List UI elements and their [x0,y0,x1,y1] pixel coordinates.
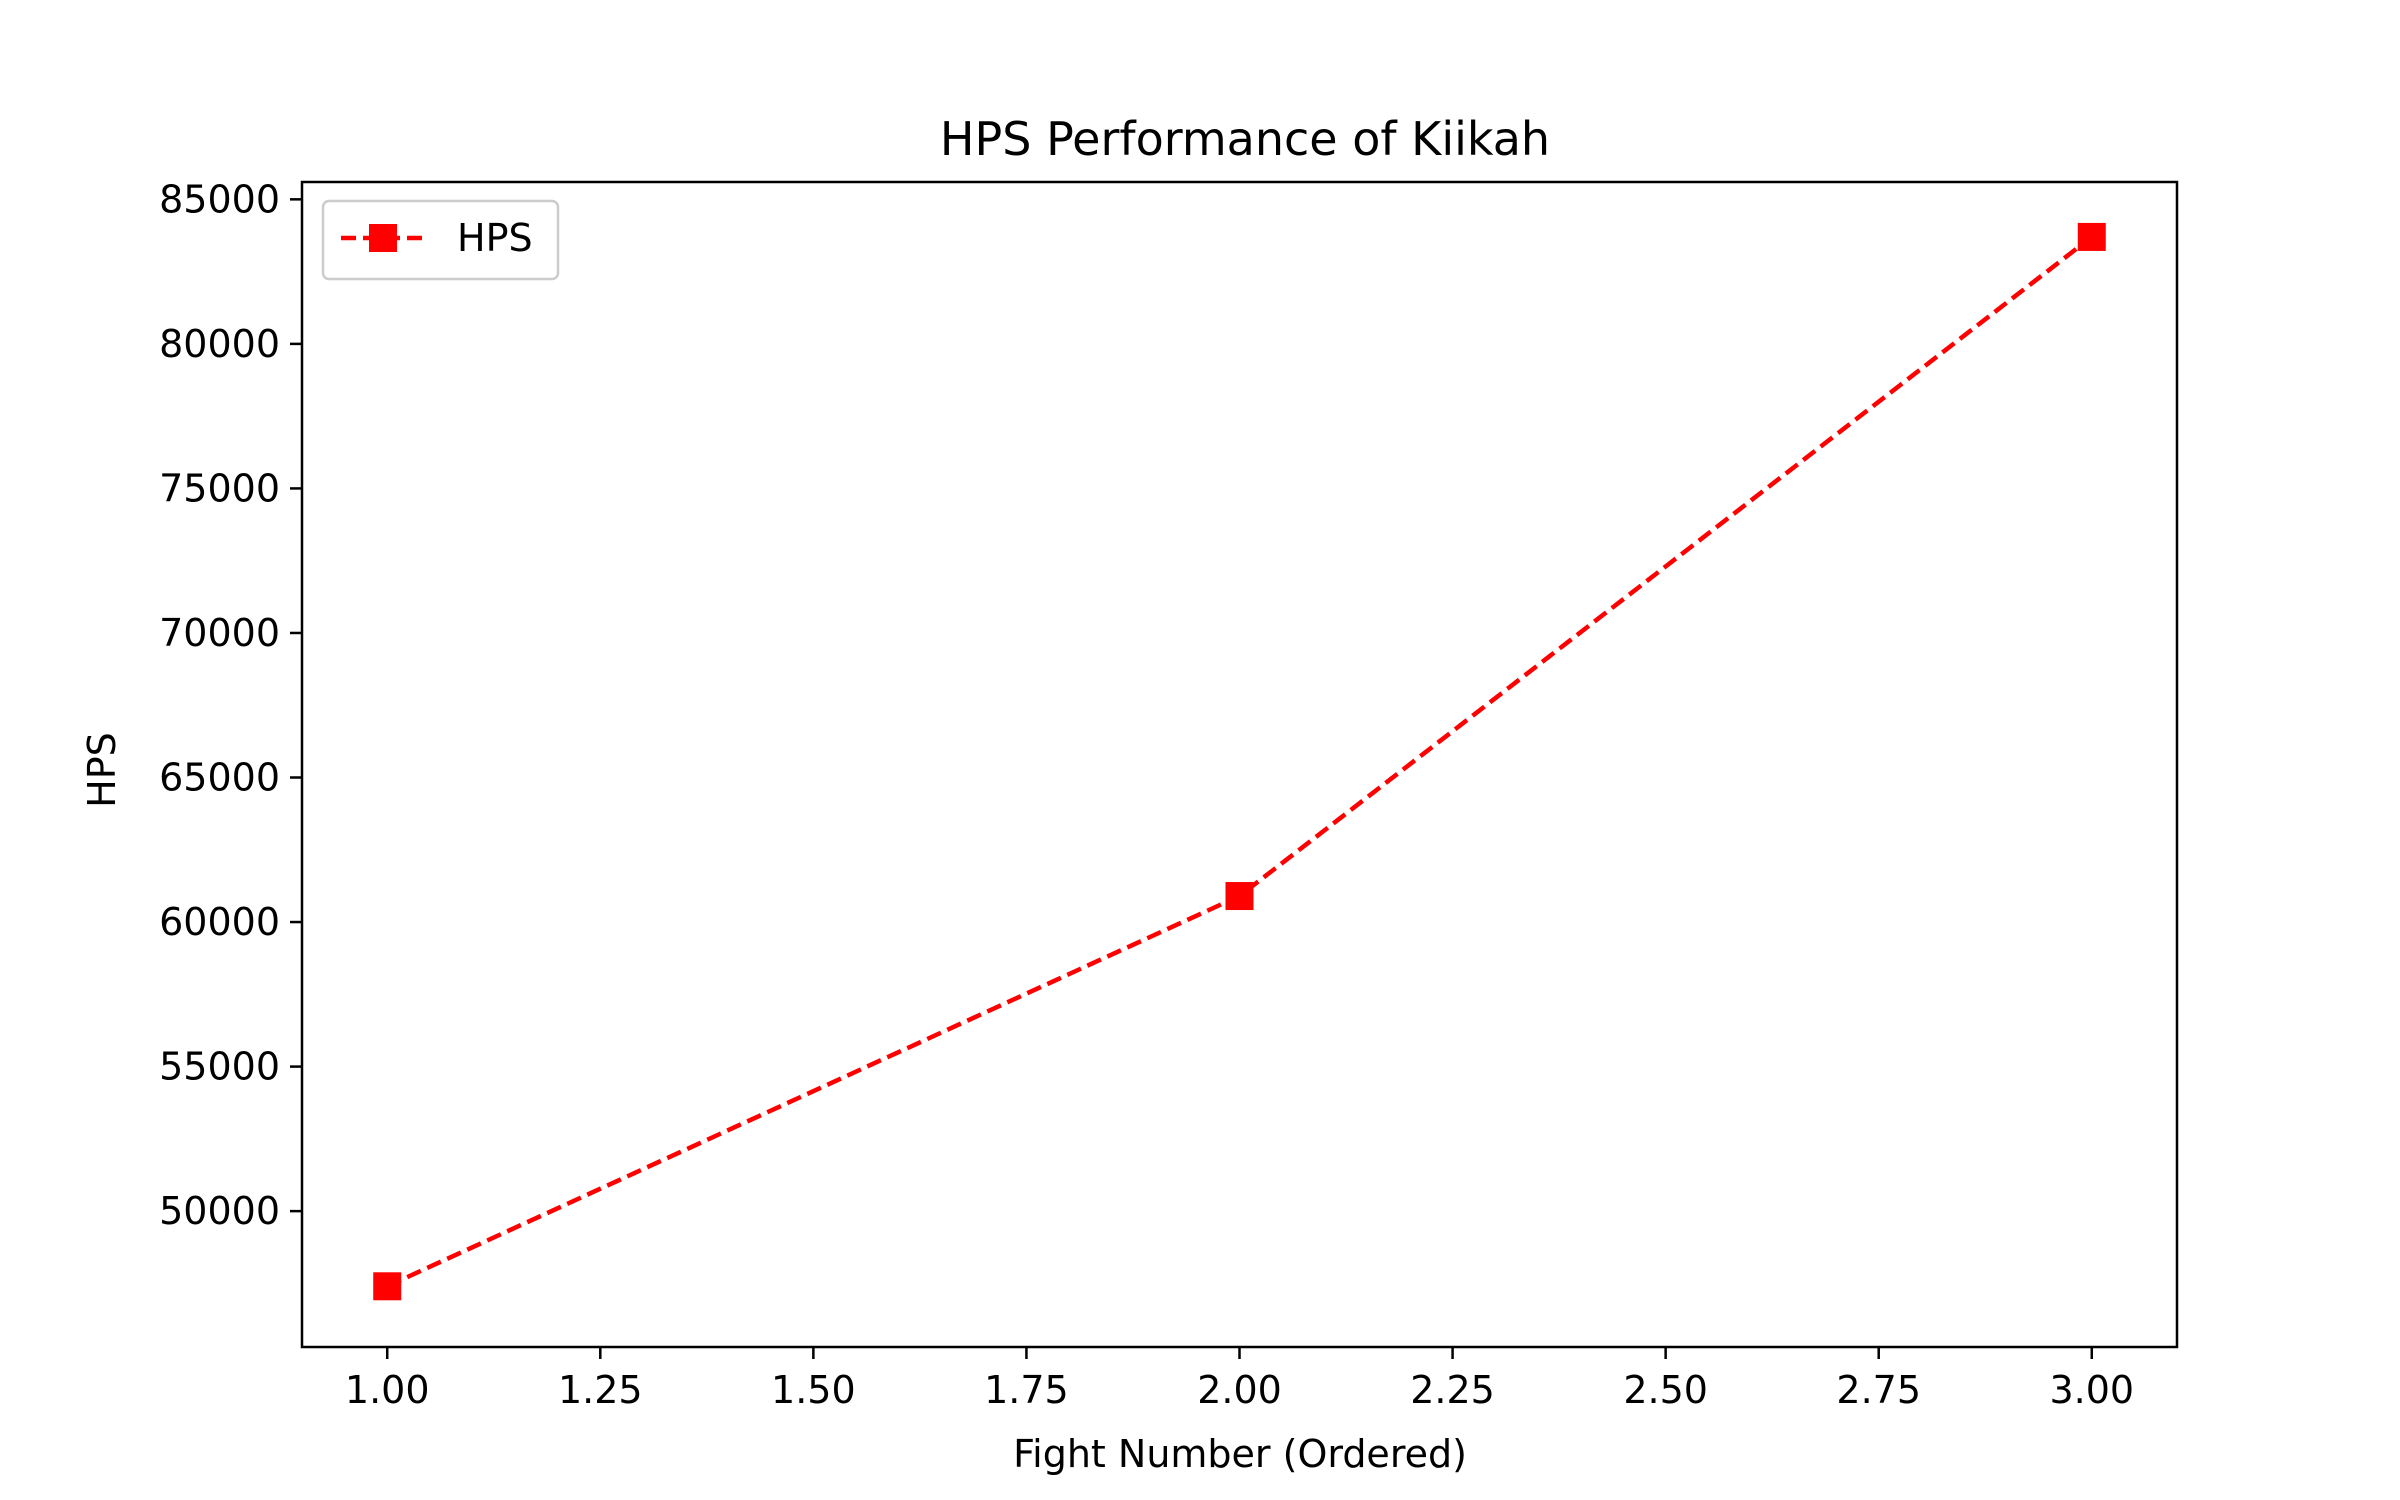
x-axis-ticks: 1.00 1.25 1.50 1.75 2.00 2.25 2.50 2.75 3.00 [345,1347,2134,1412]
x-tick-label: 2.75 [1836,1368,1921,1412]
chart-title: HPS Performance of Kiikah [940,112,1550,166]
x-axis-label: Fight Number (Ordered) [1013,1432,1467,1476]
y-tick-label: 55000 [159,1045,280,1089]
x-tick-label: 2.00 [1197,1368,1282,1412]
x-tick-label: 1.25 [558,1368,643,1412]
data-point-marker [2077,222,2106,251]
data-point-marker [1225,882,1254,911]
legend-frame [321,199,560,281]
x-tick-label: 3.00 [2049,1368,2134,1412]
legend-marker-hps [369,224,397,252]
x-tick-label: 2.50 [1623,1368,1708,1412]
y-tick-label: 60000 [159,900,280,944]
y-axis-label: HPS [80,732,124,808]
y-tick-label: 50000 [159,1189,280,1233]
y-tick-label: 80000 [159,322,280,366]
x-tick-label: 1.00 [345,1368,430,1412]
y-tick-label: 70000 [159,611,280,655]
legend-label-hps: HPS [457,216,533,260]
y-tick-label: 65000 [159,756,280,800]
y-tick-label: 85000 [159,177,280,221]
y-tick-label: 75000 [159,466,280,510]
legend: HPS [321,199,560,281]
data-point-marker [373,1272,402,1301]
plot-area-frame [300,180,2179,1349]
x-tick-label: 1.75 [984,1368,1069,1412]
series-layer [373,222,2106,1301]
x-tick-label: 2.25 [1410,1368,1495,1412]
x-tick-label: 1.50 [771,1368,856,1412]
y-axis-ticks: 50000 55000 60000 65000 70000 75000 80000 85000 [159,177,302,1233]
